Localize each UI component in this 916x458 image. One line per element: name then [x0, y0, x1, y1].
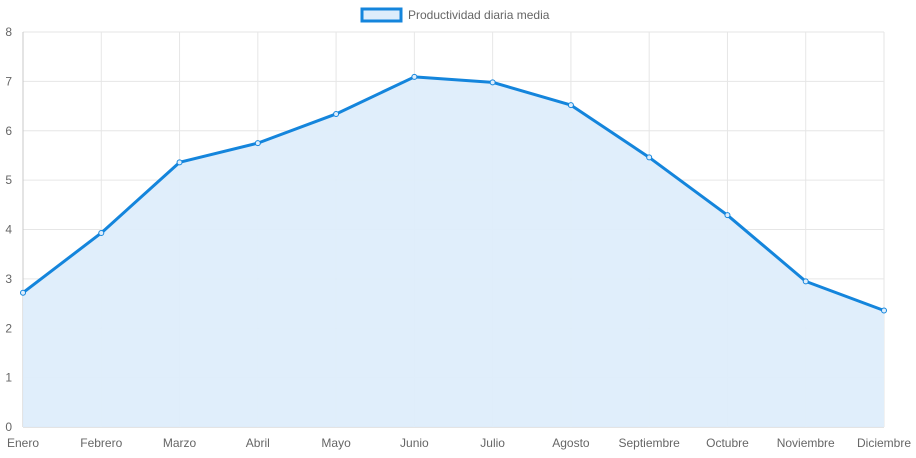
data-point[interactable] [802, 278, 809, 285]
x-tick-label: Julio [480, 436, 505, 450]
x-tick-label: Noviembre [777, 436, 835, 450]
x-tick-label: Marzo [163, 436, 197, 450]
data-point[interactable] [411, 73, 418, 80]
series-line [22, 75, 885, 312]
y-tick-label: 0 [5, 420, 12, 434]
data-point[interactable] [333, 110, 340, 117]
x-tick-label: Enero [7, 436, 39, 450]
y-tick-label: 4 [5, 223, 12, 237]
data-point[interactable] [254, 140, 261, 147]
y-tick-label: 7 [5, 74, 12, 88]
y-tick-label: 8 [5, 25, 12, 39]
data-point[interactable] [724, 212, 731, 219]
data-point[interactable] [567, 102, 574, 109]
series-area [22, 75, 885, 428]
x-tick-label: Febrero [80, 436, 122, 450]
data-point[interactable] [881, 307, 887, 314]
series-fill [23, 76, 884, 428]
data-point[interactable] [646, 154, 653, 161]
y-axis: 0 1 2 3 4 5 6 7 8 [5, 25, 12, 434]
y-tick-label: 5 [5, 173, 12, 187]
x-tick-label: Septiembre [618, 436, 680, 450]
x-tick-label: Junio [400, 436, 429, 450]
data-points [20, 73, 887, 314]
y-tick-label: 1 [5, 371, 12, 385]
x-tick-label: Octubre [706, 436, 749, 450]
y-tick-label: 6 [5, 124, 12, 138]
data-point[interactable] [489, 79, 496, 86]
legend[interactable]: Productividad diaria media [360, 7, 550, 23]
data-point[interactable] [20, 289, 26, 296]
x-tick-label: Diciembre [857, 436, 911, 450]
y-tick-label: 3 [5, 272, 12, 286]
legend-swatch [360, 7, 403, 23]
x-tick-label: Agosto [552, 436, 590, 450]
data-point[interactable] [98, 229, 105, 236]
legend-label: Productividad diaria media [408, 8, 550, 22]
y-tick-label: 2 [5, 321, 12, 335]
data-point[interactable] [176, 159, 183, 166]
x-tick-label: Abril [246, 436, 270, 450]
x-axis: Enero Febrero Marzo Abril Mayo Junio Julio Agos… [7, 436, 911, 450]
x-tick-label: Mayo [321, 436, 351, 450]
